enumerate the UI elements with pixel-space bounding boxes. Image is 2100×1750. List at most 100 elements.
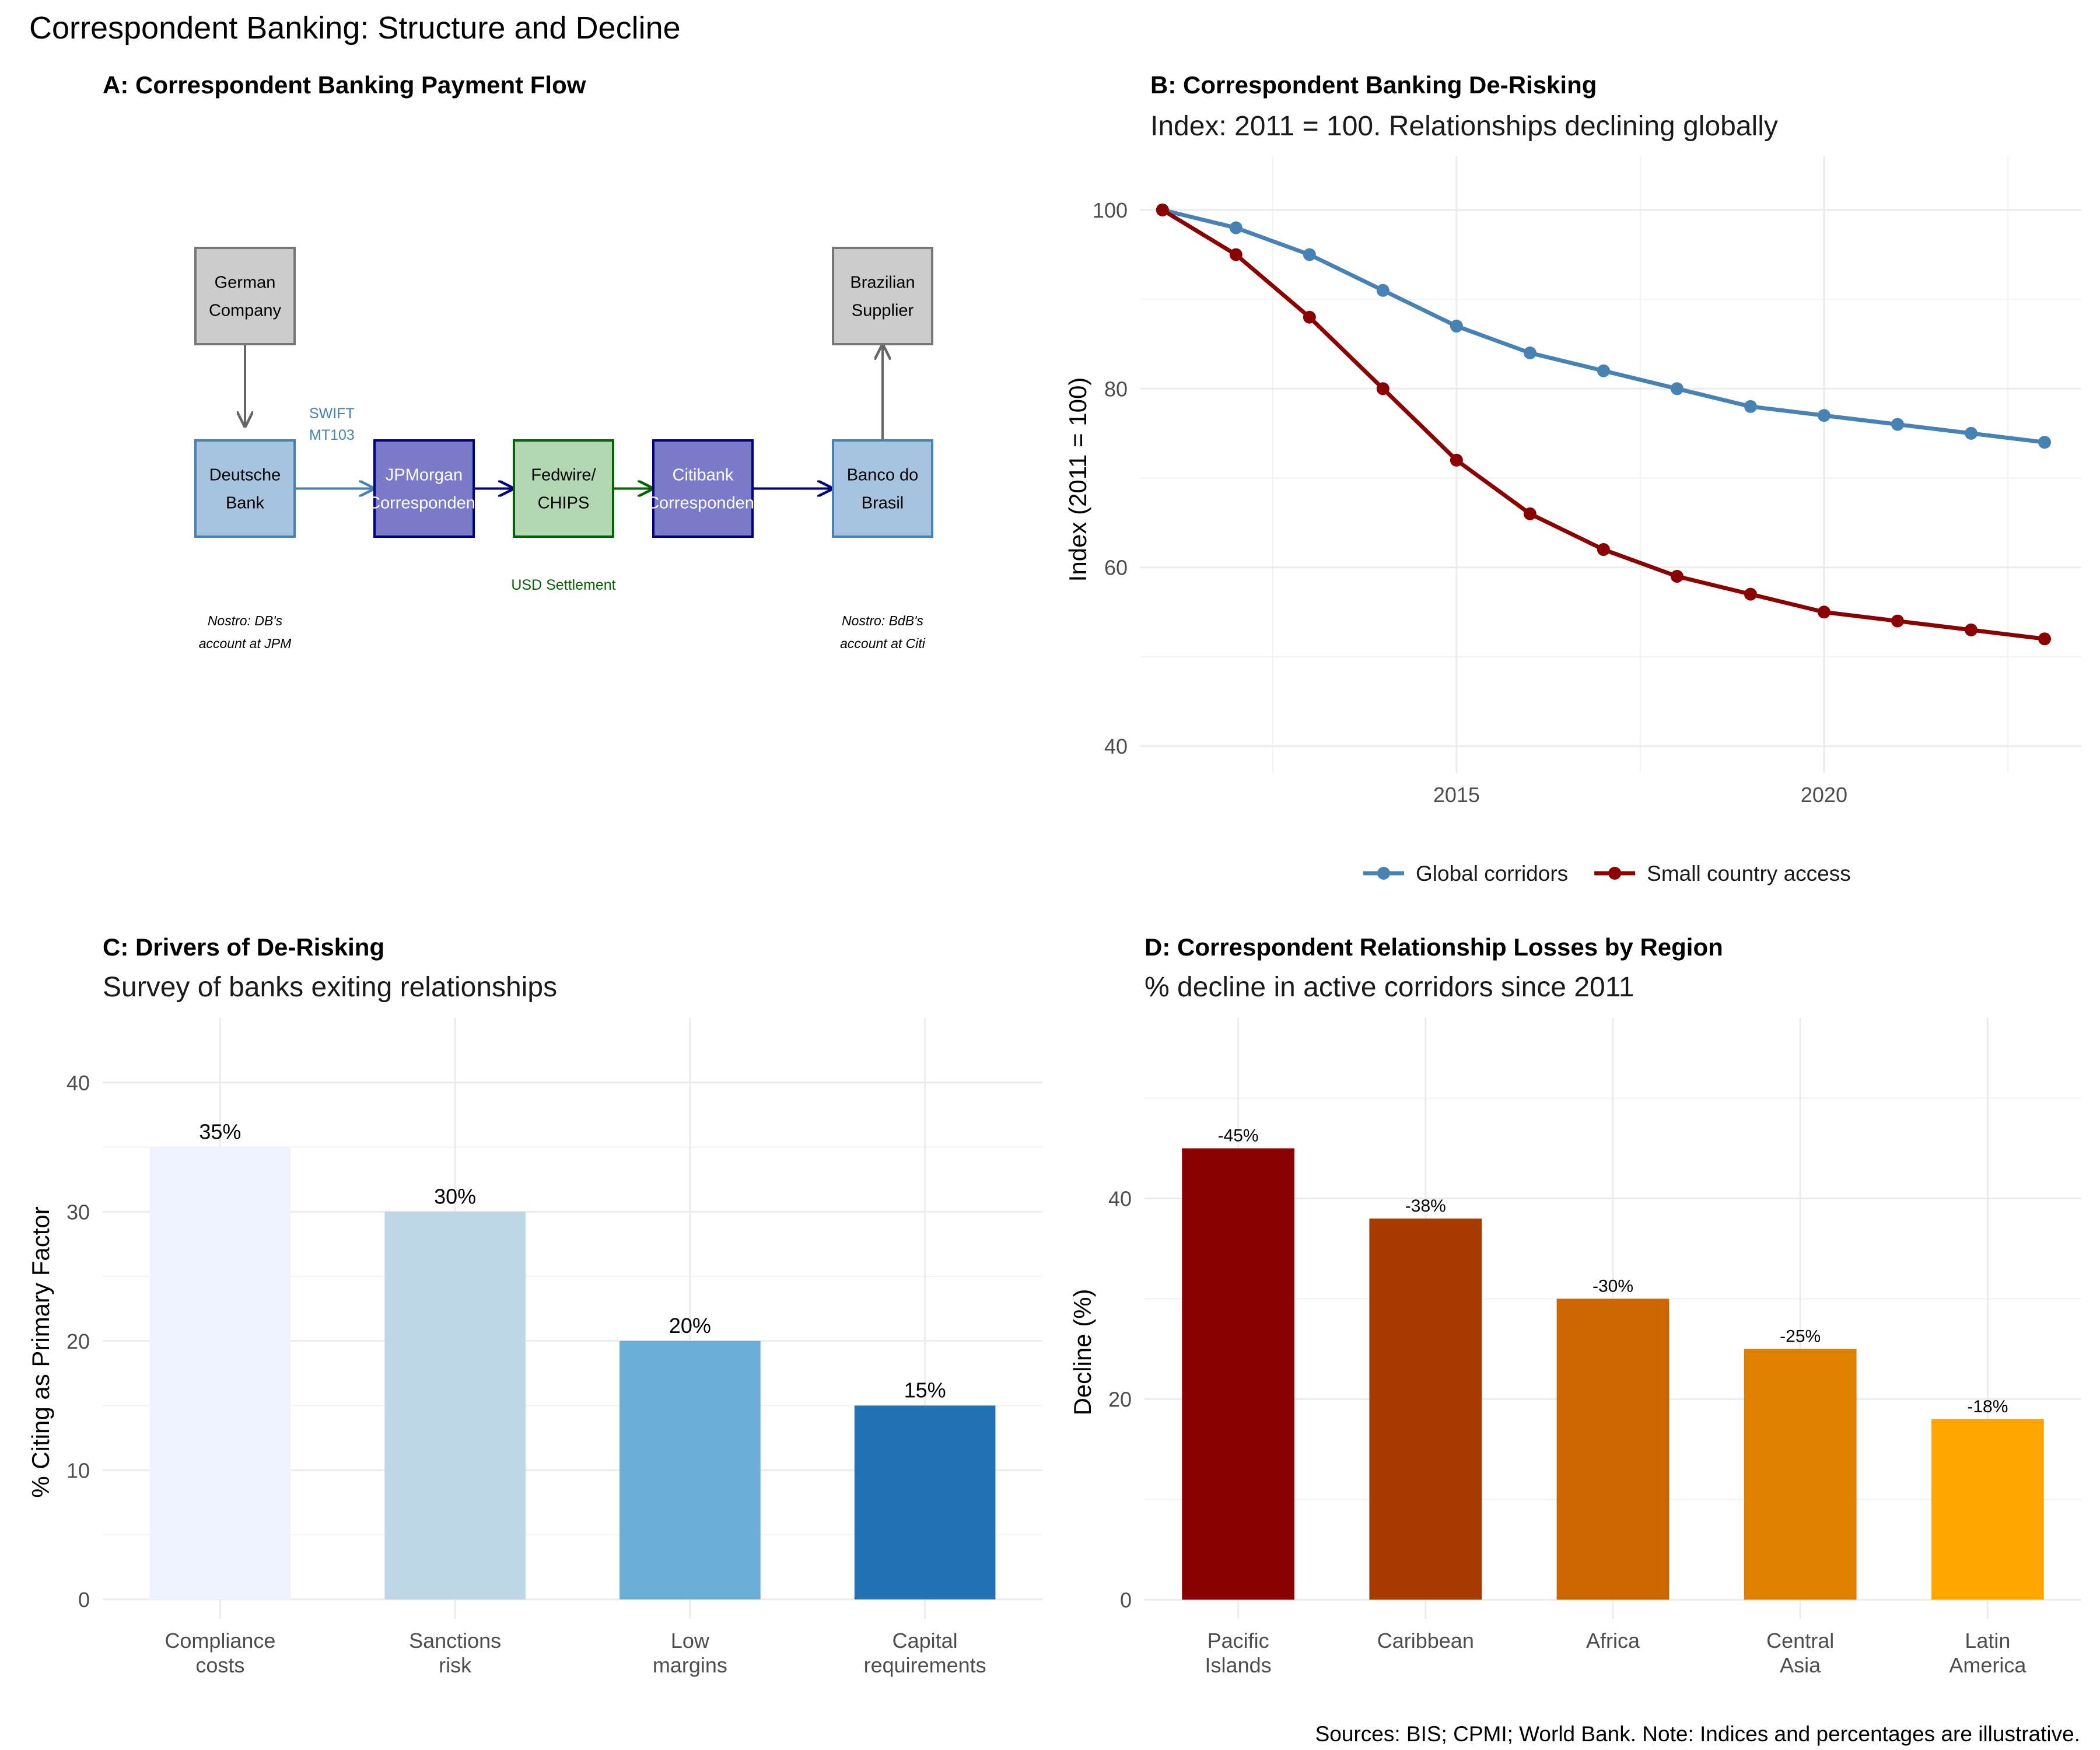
x-tick-label: Sanctions [409,1629,501,1653]
y-tick-label: 60 [1104,556,1128,580]
panel-c: C: Drivers of De-Risking Survey of banks… [27,933,1042,1677]
nostro-left-note: account at JPM [199,636,292,651]
node-jpmorgan: JPMorgan Correspondent [368,439,480,538]
x-tick-label: Pacific [1208,1629,1269,1653]
bar-value-label: 30% [434,1184,476,1208]
figure-caption: Sources: BIS; CPMI; World Bank. Note: In… [1315,1722,2080,1746]
series-point-1 [1523,507,1536,520]
bar-value-label: -45% [1218,1126,1259,1146]
bar-value-label: -30% [1592,1276,1633,1296]
node-label: Bank [226,494,265,513]
bar [384,1212,526,1600]
x-tick-label: Islands [1205,1653,1272,1677]
series-point-1 [1597,543,1610,556]
y-tick-label: 0 [1120,1588,1132,1612]
node-label: JPMorgan [386,466,463,485]
series-point-0 [1744,400,1757,413]
x-tick-label: Low [671,1629,710,1653]
node-label: Correspondent [368,494,480,513]
y-tick-label: 40 [1104,734,1128,758]
x-tick-label: 2015 [1433,783,1480,807]
panel-b: B: Correspondent Banking De-Risking Inde… [1064,71,2081,886]
bar [1931,1419,2044,1600]
x-tick-label: Latin [1965,1629,2010,1653]
series-point-0 [1964,426,1978,440]
panel-c-title: C: Drivers of De-Risking [103,933,384,961]
node-box [652,439,754,538]
panel-b-ylabel: Index (2011 = 100) [1064,377,1091,582]
node-label: Correspondent [647,494,759,513]
bar-value-label: 35% [199,1120,241,1144]
node-label: Deutsche [209,466,281,485]
series-point-1 [1670,569,1684,583]
legend-label: Global corridors [1416,862,1568,886]
series-point-0 [1523,346,1536,360]
x-tick-label: Central [1766,1629,1834,1653]
series-point-1 [1891,614,1904,628]
node-label: Brasil [862,494,904,513]
series-point-1 [1303,310,1316,324]
x-tick-label: margins [653,1653,727,1677]
bar-value-label: -18% [1967,1397,2008,1416]
x-tick-label: requirements [864,1653,986,1677]
series-point-0 [1303,248,1316,261]
nostro-left-note: Nostro: DB's [208,613,283,628]
legend-item-0: Global corridors [1363,862,1568,886]
bar [1744,1349,1857,1600]
y-tick-label: 40 [66,1071,90,1095]
node-label: CHIPS [538,494,590,513]
x-tick-label: costs [195,1653,244,1677]
node-label: Citibank [673,466,734,485]
y-tick-label: 20 [1108,1387,1132,1411]
series-point-1 [1156,203,1169,216]
node-fedwire: Fedwire/CHIPS [513,439,614,538]
node-citibank: Citibank Correspondent [647,439,759,538]
panel-b-subtitle: Index: 2011 = 100. Relationships declini… [1150,111,1778,142]
x-tick-label: Caribbean [1377,1629,1474,1653]
swift-label: MT103 [309,427,355,443]
x-tick-label: Compliance [164,1629,275,1653]
bar-value-label: 15% [904,1378,946,1402]
bar-value-label: -25% [1780,1326,1821,1346]
panel-a-title: A: Correspondent Banking Payment Flow [103,71,586,99]
y-tick-label: 40 [1108,1187,1132,1211]
nostro-right-note: Nostro: BdB's [842,613,923,628]
x-tick-label: Africa [1586,1629,1640,1653]
node-german: German Company [194,247,296,345]
swift-label: SWIFT [309,405,355,422]
bar [620,1340,761,1600]
bar-value-label: 20% [669,1314,711,1338]
node-brazilian: Brazilian Supplier [832,247,933,345]
settlement-label: USD Settlement [511,577,615,593]
node-deutsche: Deutsche Bank [194,439,296,538]
y-tick-label: 100 [1093,198,1128,222]
nostro-right-note: account at Citi [840,636,926,651]
x-tick-label: Asia [1780,1653,1821,1677]
legend-label: Small country access [1647,862,1851,886]
panel-d: D: Correspondent Relationship Losses by … [1069,933,2081,1677]
series-point-1 [2038,632,2051,646]
node-label: Company [209,302,282,320]
bar [149,1147,291,1600]
panel-c-ylabel: % Citing as Primary Factor [27,1206,54,1497]
x-tick-label: 2020 [1801,783,1847,807]
bar-value-label: -38% [1405,1196,1446,1216]
node-box [832,439,933,538]
series-point-0 [1891,418,1904,431]
panel-c-subtitle: Survey of banks exiting relationships [103,972,557,1003]
series-point-1 [1450,453,1463,467]
node-label: Fedwire/ [531,466,596,485]
series-point-1 [1744,587,1757,601]
series-point-1 [1817,606,1831,619]
series-point-1 [1376,382,1390,396]
payment-flow-diagram: German Company Brazilian Supplier Deutsche Ba… [194,247,933,651]
legend-key-point [1608,867,1622,880]
x-tick-label: Capital [892,1629,958,1653]
x-tick-label: America [1949,1653,2027,1677]
series-point-0 [1376,284,1390,297]
node-banco: Banco do Brasil [832,439,933,538]
series-point-1 [1229,248,1242,261]
node-box [194,439,296,538]
